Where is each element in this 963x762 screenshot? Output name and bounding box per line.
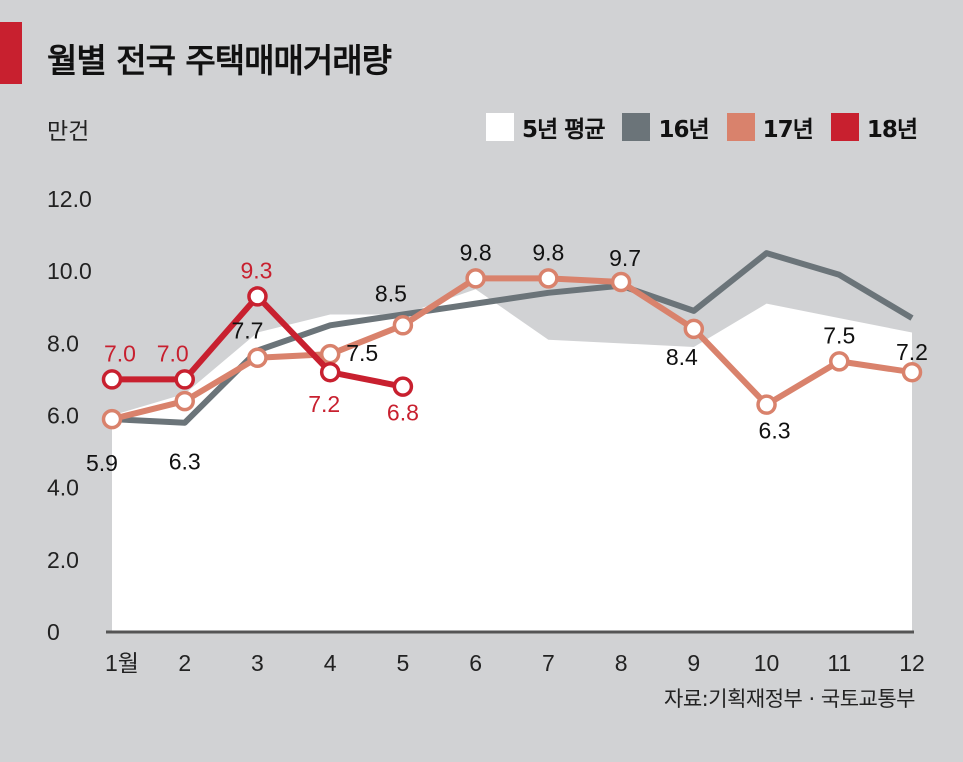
series-point-2017 (683, 318, 705, 340)
data-label: 9.7 (609, 245, 641, 271)
legend-item-2016: 16년 (622, 110, 710, 144)
series-point-2018 (319, 361, 341, 383)
title-accent-bar (0, 22, 22, 84)
y-tick-label: 4.0 (47, 475, 79, 501)
data-label: 7.0 (157, 340, 189, 366)
legend-swatch-2017 (726, 113, 755, 141)
x-tick-label: 1월 (105, 650, 139, 676)
legend-label-2017: 17년 (762, 117, 814, 143)
x-tick-label: 9 (687, 650, 700, 676)
x-tick-label: 11 (827, 650, 851, 676)
data-label: 6.3 (759, 418, 791, 444)
area-5yr-average (112, 289, 912, 632)
series-point-2017 (101, 408, 123, 430)
legend-item-avg: 5년 평균 (485, 110, 605, 144)
series-point-2017 (610, 271, 632, 293)
legend-label-2018: 18년 (866, 117, 918, 143)
series-point-2017 (901, 361, 923, 383)
series-point-2017 (392, 315, 414, 336)
source-note: 자료:기획재정부 · 국토교통부 (664, 687, 915, 711)
series-point-2018 (247, 286, 268, 307)
y-tick-label: 6.0 (47, 403, 79, 429)
legend-item-2018: 18년 (830, 110, 918, 144)
series-point-2017 (538, 268, 559, 289)
data-label: 6.3 (169, 449, 201, 475)
data-label: 7.0 (104, 340, 136, 366)
x-tick-label: 12 (899, 650, 925, 676)
series-point-2017 (756, 394, 777, 415)
series-point-2017 (465, 268, 486, 289)
x-tick-label: 3 (251, 650, 264, 676)
data-label: 5.9 (86, 450, 118, 476)
legend-swatch-avg (485, 113, 514, 141)
legend-label-2016: 16년 (658, 117, 709, 143)
data-label: 7.5 (823, 322, 855, 348)
x-tick-label: 4 (324, 650, 337, 676)
legend-label-avg: 5년 평균 (521, 117, 605, 143)
series-point-2017 (319, 343, 341, 365)
series-point-2018 (101, 369, 123, 390)
y-tick-label: 0 (47, 619, 60, 645)
x-tick-label: 8 (615, 650, 628, 676)
x-tick-label: 7 (542, 650, 555, 676)
x-tick-label: 5 (397, 650, 410, 676)
data-label: 7.5 (346, 340, 378, 366)
y-tick-label: 12.0 (47, 186, 92, 212)
data-label: 7.2 (896, 339, 928, 365)
series-line-2017 (111, 275, 913, 423)
data-label: 7.2 (308, 391, 340, 417)
data-label: 9.8 (460, 239, 492, 265)
data-label: 9.8 (532, 239, 564, 265)
y-axis-unit: 만건 (47, 119, 90, 145)
legend: 5년 평균 16년 17년 18년 (468, 110, 918, 144)
data-label: 8.5 (375, 280, 407, 306)
series-point-2018 (392, 376, 414, 397)
data-label: 9.3 (240, 257, 272, 283)
chart-title: 월별 전국 주택매매거래량 (47, 41, 392, 80)
data-label: 8.4 (666, 344, 698, 370)
y-tick-label: 8.0 (47, 330, 79, 356)
legend-item-2017: 17년 (726, 110, 814, 144)
x-tick-label: 10 (754, 650, 780, 676)
legend-swatch-2016 (622, 113, 651, 141)
y-tick-label: 10.0 (47, 258, 92, 284)
series-point-2017 (829, 351, 850, 372)
series-point-2018 (174, 369, 195, 390)
series-point-2017 (174, 390, 195, 412)
data-label: 6.8 (387, 400, 419, 426)
x-tick-label: 2 (178, 650, 191, 676)
data-label: 7.7 (231, 318, 263, 344)
legend-swatch-2018 (830, 113, 859, 141)
series-point-2017 (247, 347, 268, 369)
y-tick-label: 2.0 (47, 547, 79, 573)
x-tick-label: 6 (469, 650, 482, 676)
